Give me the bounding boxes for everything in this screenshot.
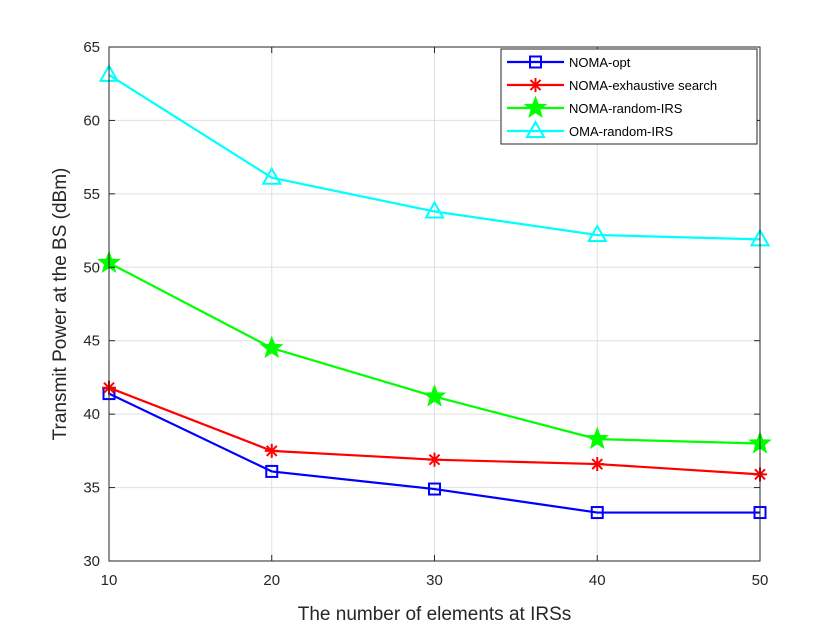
series-group <box>97 63 772 520</box>
data-point-marker <box>428 482 441 496</box>
asterisk-stroke <box>591 458 603 470</box>
data-point-marker <box>261 166 282 185</box>
asterisk-stroke <box>529 79 542 91</box>
legend-label: OMA-random-IRS <box>569 124 673 139</box>
series-line <box>108 73 761 241</box>
legend-box <box>500 48 758 145</box>
y-axis-title: Transmit Power at the BS (dBm) <box>50 168 71 441</box>
data-point-marker <box>590 457 605 472</box>
axis-ticks: 10 20 30 40 50 30 35 40 45 50 55 60 65 <box>83 39 768 589</box>
data-point-marker <box>422 384 447 407</box>
y-tick-label: 55 <box>83 186 100 203</box>
data-point-marker <box>587 223 608 242</box>
x-tick-label: 10 <box>101 572 118 589</box>
x-tick-label: 50 <box>752 572 769 589</box>
legend-item: NOMA-exhaustive search <box>507 78 717 93</box>
data-point-marker <box>265 464 279 478</box>
data-point-marker <box>427 452 442 467</box>
series-line <box>108 392 760 514</box>
legend-marker <box>525 119 546 138</box>
x-tick-label: 30 <box>426 572 443 589</box>
y-tick-label: 45 <box>83 333 100 350</box>
legend-item: NOMA-opt <box>507 55 631 70</box>
series-oma-random-irs <box>98 63 771 247</box>
x-tick-label: 20 <box>263 572 280 589</box>
x-axis-title: The number of elements at IRSs <box>298 604 572 625</box>
x-tick-label: 40 <box>589 572 606 589</box>
asterisk-stroke <box>428 453 441 466</box>
y-tick-label: 65 <box>83 39 100 56</box>
data-point-marker <box>264 443 279 458</box>
y-tick-label: 35 <box>83 480 100 497</box>
legend-label: NOMA-random-IRS <box>569 101 683 116</box>
legend-item: OMA-random-IRS <box>507 119 673 139</box>
legend-label: NOMA-exhaustive search <box>569 78 717 93</box>
data-point-marker <box>424 200 445 219</box>
y-tick-label: 60 <box>83 112 100 129</box>
legend: NOMA-opt NOMA-exhaustive search NOMA-rando… <box>500 48 758 145</box>
legend-marker <box>523 95 548 119</box>
y-tick-label: 40 <box>83 406 100 423</box>
y-tick-label: 50 <box>83 259 100 276</box>
data-point-marker <box>585 426 610 450</box>
legend-label: NOMA-opt <box>569 55 631 70</box>
data-point-marker <box>259 335 284 359</box>
data-point-marker <box>590 506 604 520</box>
series-noma-exhaustive-search <box>102 380 767 482</box>
legend-marker <box>528 78 543 92</box>
y-tick-label: 30 <box>83 553 100 570</box>
asterisk-stroke <box>266 445 278 457</box>
legend-item: NOMA-random-IRS <box>507 95 683 119</box>
legend-marker <box>529 55 542 69</box>
